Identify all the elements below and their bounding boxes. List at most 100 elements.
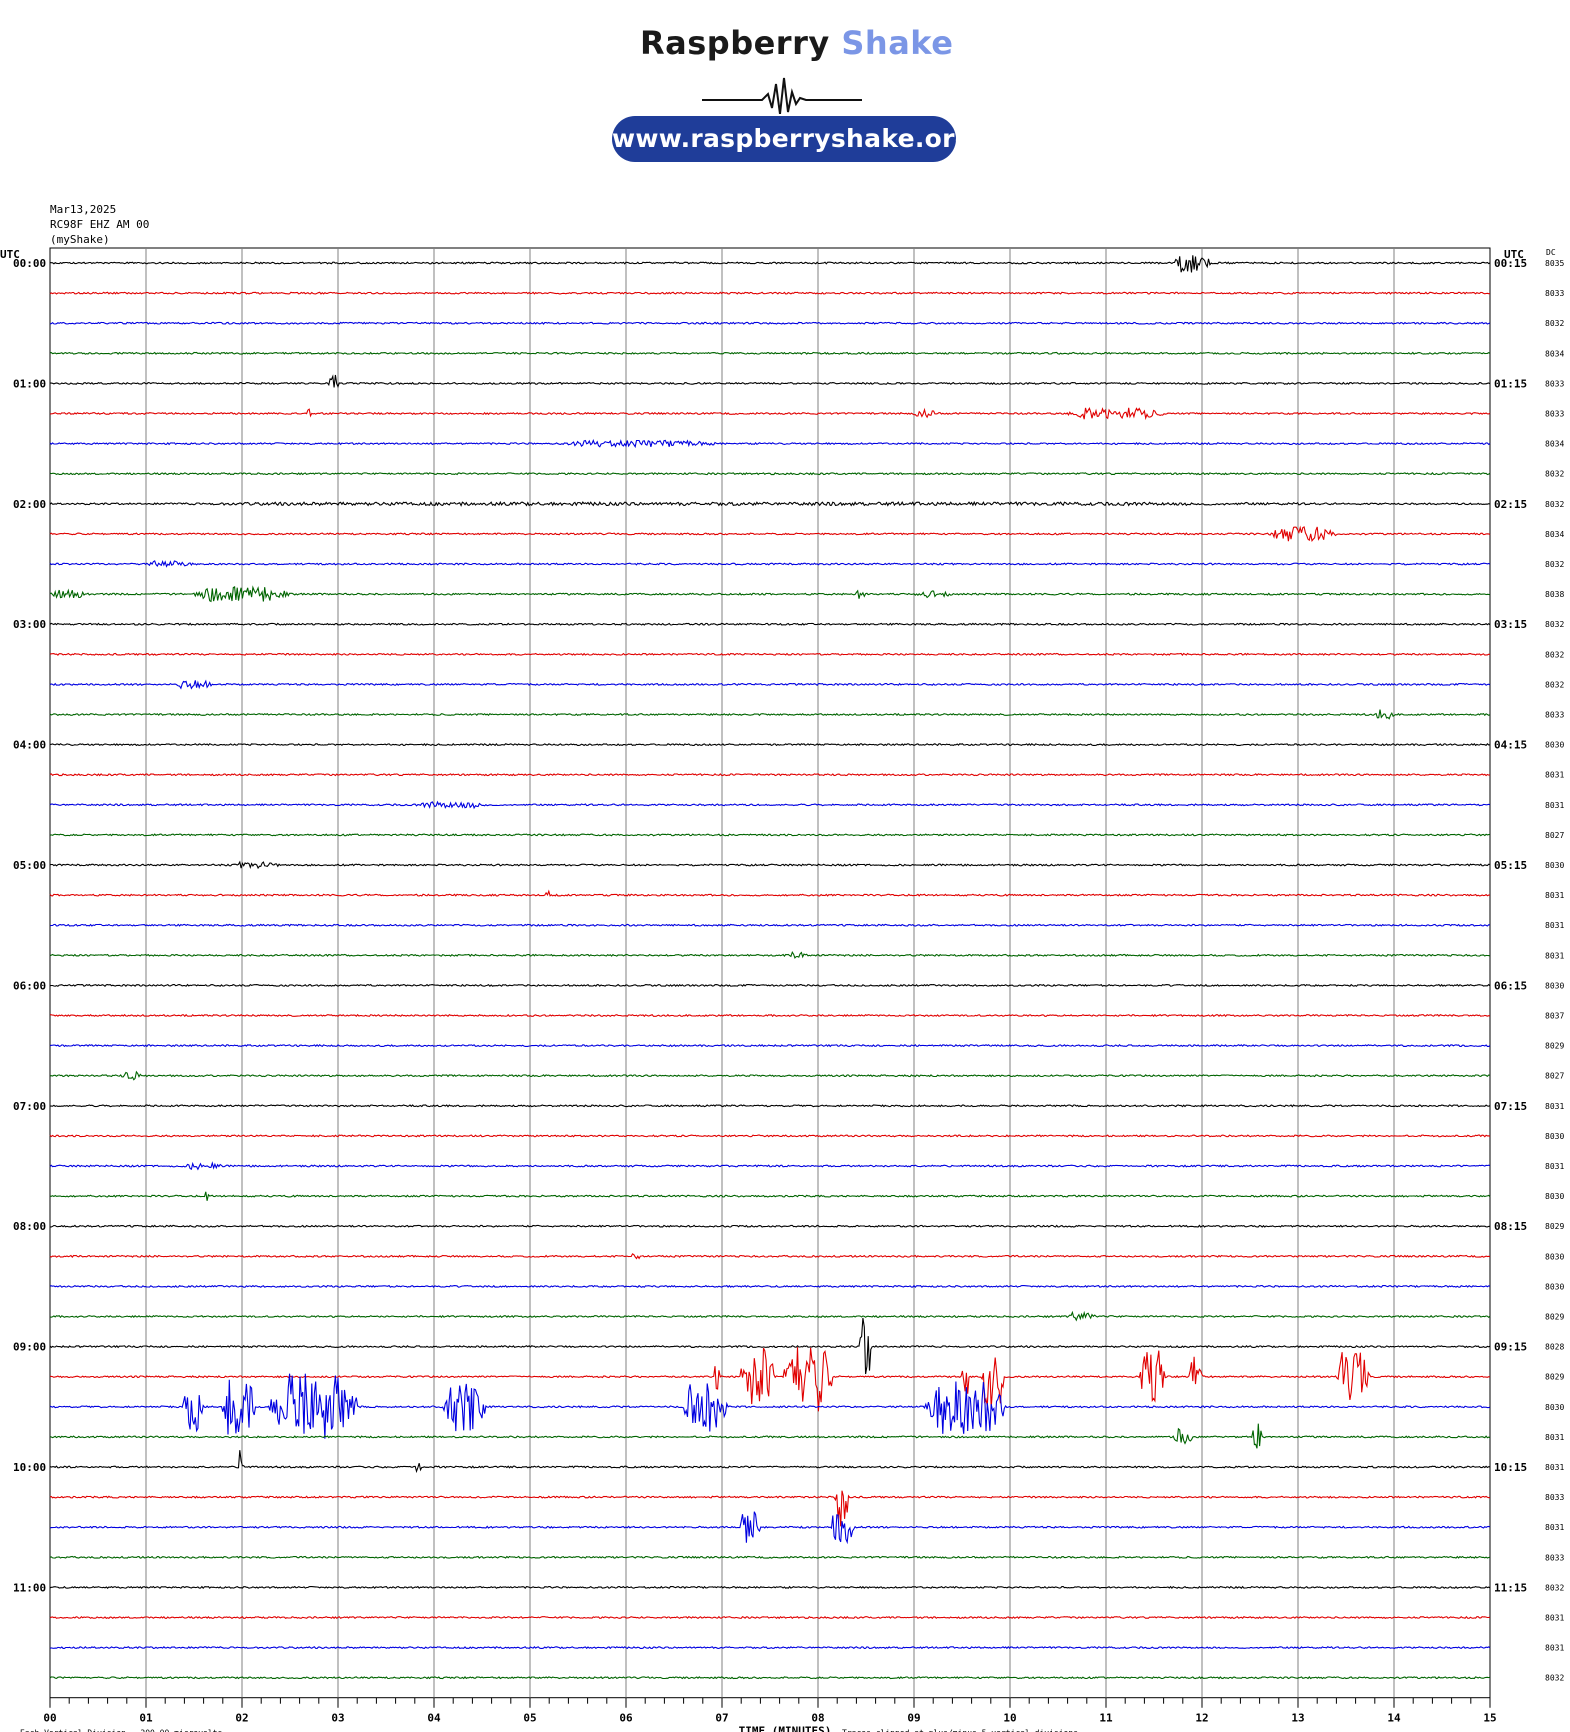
left-hour-label: 11:00 bbox=[13, 1581, 46, 1594]
dc-value-label: 8030 bbox=[1545, 981, 1564, 990]
dc-value-label: 8031 bbox=[1545, 1102, 1564, 1111]
seismic-wave-icon bbox=[702, 77, 862, 114]
website-link[interactable]: www.raspberryshake.org bbox=[612, 116, 973, 162]
seismic-traces bbox=[49, 255, 1491, 1680]
dc-value-label: 8031 bbox=[1545, 801, 1564, 810]
dc-value-label: 8030 bbox=[1545, 1403, 1564, 1412]
trace-row bbox=[49, 1104, 1491, 1108]
trace-row bbox=[49, 1511, 1491, 1545]
left-hour-label: 01:00 bbox=[13, 377, 46, 390]
dc-value-label: 8034 bbox=[1545, 530, 1564, 539]
trace-row bbox=[49, 1161, 1491, 1171]
trace-row bbox=[49, 1224, 1491, 1228]
right-hour-label: 08:15 bbox=[1494, 1220, 1527, 1233]
dc-value-label: 8032 bbox=[1545, 319, 1564, 328]
dc-value-label: 8027 bbox=[1545, 831, 1564, 840]
trace-row bbox=[49, 652, 1491, 656]
trace-row bbox=[49, 1043, 1491, 1048]
trace-row bbox=[49, 1645, 1491, 1650]
dc-value-label: 8032 bbox=[1545, 620, 1564, 629]
left-hour-label: 05:00 bbox=[13, 859, 46, 872]
dc-value-label: 8032 bbox=[1545, 1583, 1564, 1592]
dc-value-label: 8029 bbox=[1545, 1042, 1564, 1051]
trace-row bbox=[49, 679, 1491, 690]
dc-value-label: 8030 bbox=[1545, 1252, 1564, 1261]
trace-row bbox=[49, 1013, 1491, 1018]
trace-row bbox=[49, 407, 1491, 421]
trace-row bbox=[49, 291, 1490, 295]
axis-labels: 8035 8033 8032 8034 8033 8033 8034 8032 8032 8034… bbox=[0, 248, 1564, 1732]
x-tick-label: 12 bbox=[1195, 1712, 1208, 1725]
left-hour-label: 00:00 bbox=[13, 257, 46, 270]
right-hour-label: 04:15 bbox=[1494, 739, 1527, 752]
dc-value-label: 8027 bbox=[1545, 1072, 1564, 1081]
dc-value-label: 8031 bbox=[1545, 1644, 1564, 1653]
dc-value-label: 8032 bbox=[1545, 500, 1564, 509]
trace-row bbox=[49, 1423, 1491, 1449]
trace-row bbox=[49, 560, 1491, 568]
trace-row bbox=[49, 439, 1491, 449]
x-axis-title: TIME (MINUTES) bbox=[739, 1725, 832, 1732]
dc-value-label: 8029 bbox=[1545, 1313, 1564, 1322]
trace-row bbox=[49, 1310, 1491, 1322]
trace-row bbox=[49, 742, 1491, 747]
x-tick-label: 14 bbox=[1387, 1712, 1401, 1725]
dc-value-label: 8031 bbox=[1545, 1433, 1564, 1442]
right-hour-label: 06:15 bbox=[1494, 979, 1527, 992]
dc-value-label: 8032 bbox=[1545, 680, 1564, 689]
dc-value-label: 8029 bbox=[1545, 1222, 1564, 1231]
dc-value-label: 8028 bbox=[1545, 1343, 1564, 1352]
dc-value-label: 8033 bbox=[1545, 1493, 1564, 1502]
trace-row bbox=[49, 1191, 1491, 1201]
clip-note: Traces clipped at plus/minus 5 vertical … bbox=[842, 1729, 1078, 1732]
dc-value-label: 8030 bbox=[1545, 1282, 1564, 1291]
time-gridlines bbox=[49, 247, 1491, 1708]
x-tick-label: 13 bbox=[1291, 1712, 1304, 1725]
left-hour-label: 04:00 bbox=[13, 739, 46, 752]
left-utc-label: UTC bbox=[0, 248, 20, 261]
right-hour-label: 07:15 bbox=[1494, 1100, 1527, 1113]
right-hour-label: 09:15 bbox=[1494, 1341, 1527, 1354]
trace-row bbox=[50, 255, 1491, 273]
trace-row bbox=[49, 1284, 1491, 1289]
trace-row bbox=[49, 1615, 1491, 1620]
dc-value-label: 8030 bbox=[1545, 1192, 1564, 1201]
dc-value-label: 8030 bbox=[1545, 741, 1564, 750]
trace-row bbox=[49, 1347, 1491, 1412]
dc-value-label: 8032 bbox=[1545, 650, 1564, 659]
x-tick-label: 15 bbox=[1483, 1712, 1496, 1725]
x-tick-label: 10 bbox=[1003, 1712, 1016, 1725]
dc-value-label: 8035 bbox=[1545, 259, 1564, 268]
trace-row bbox=[49, 1070, 1491, 1081]
header-station: RC98F EHZ AM 00 bbox=[50, 218, 150, 231]
x-tick-label: 09 bbox=[907, 1712, 920, 1725]
trace-row bbox=[49, 622, 1491, 626]
right-hour-label: 10:15 bbox=[1494, 1461, 1527, 1474]
trace-row bbox=[49, 1373, 1491, 1439]
trace-row bbox=[49, 1134, 1491, 1138]
dc-value-label: 8033 bbox=[1545, 379, 1564, 388]
x-tick-label: 11 bbox=[1099, 1712, 1113, 1725]
right-hour-label: 01:15 bbox=[1494, 377, 1527, 390]
dc-value-label: 8031 bbox=[1545, 951, 1564, 960]
trace-row bbox=[49, 1253, 1491, 1260]
brand-part1: Raspberry bbox=[640, 24, 830, 62]
trace-row bbox=[49, 860, 1491, 870]
left-hour-label: 09:00 bbox=[13, 1341, 46, 1354]
x-tick-label: 07 bbox=[715, 1712, 728, 1725]
dc-value-label: 8031 bbox=[1545, 1463, 1564, 1472]
dc-value-label: 8030 bbox=[1545, 861, 1564, 870]
x-tick-label: 02 bbox=[235, 1712, 248, 1725]
dc-value-label: 8031 bbox=[1545, 1523, 1564, 1532]
x-tick-label: 05 bbox=[523, 1712, 536, 1725]
trace-row bbox=[49, 585, 1491, 603]
brand-name: Raspberry Shake bbox=[640, 24, 953, 62]
trace-row bbox=[49, 1555, 1491, 1559]
dc-value-label: 8029 bbox=[1545, 1373, 1564, 1382]
right-hour-label: 02:15 bbox=[1494, 498, 1527, 511]
left-hour-label: 10:00 bbox=[13, 1461, 46, 1474]
trace-row bbox=[49, 1490, 1491, 1527]
left-hour-label: 02:00 bbox=[13, 498, 46, 511]
plot-frame bbox=[49, 247, 1491, 1699]
